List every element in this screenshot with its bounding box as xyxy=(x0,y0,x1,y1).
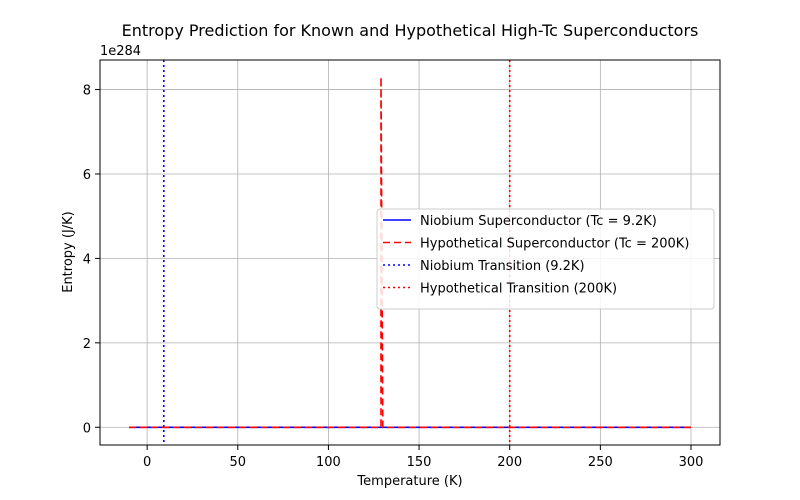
x-tick-label: 100 xyxy=(316,455,341,470)
chart-title: Entropy Prediction for Known and Hypothe… xyxy=(122,21,699,40)
legend-label: Niobium Superconductor (Tc = 9.2K) xyxy=(420,214,657,229)
y-offset-label: 1e284 xyxy=(100,44,141,59)
legend-box xyxy=(376,208,715,310)
legend-label: Hypothetical Superconductor (Tc = 200K) xyxy=(420,237,689,252)
x-axis-label: Temperature (K) xyxy=(356,474,462,489)
y-tick-label: 6 xyxy=(83,168,91,183)
axes-frame xyxy=(99,59,721,446)
legend-label: Niobium Transition (9.2K) xyxy=(420,259,585,274)
legend-label: Hypothetical Transition (200K) xyxy=(420,282,617,297)
legend: Niobium Superconductor (Tc = 9.2K) Hypoth… xyxy=(376,208,715,310)
y-tick-label: 0 xyxy=(83,421,91,436)
y-tick-label: 4 xyxy=(83,252,91,267)
x-tick-label: 0 xyxy=(143,455,151,470)
y-axis-label: Entropy (J/K) xyxy=(61,211,76,293)
y-tick-label: 2 xyxy=(83,337,91,352)
x-tick-label: 200 xyxy=(497,455,522,470)
y-tick-label: 8 xyxy=(83,84,91,99)
plot-area xyxy=(129,60,691,445)
axis-ticks: 0 50 100 150 200 250 300 0 2 4 6 8 xyxy=(83,84,704,470)
x-tick-label: 50 xyxy=(230,455,247,470)
x-tick-label: 300 xyxy=(679,455,704,470)
series-line xyxy=(129,76,691,429)
x-tick-label: 150 xyxy=(407,455,432,470)
x-tick-label: 250 xyxy=(588,455,613,470)
